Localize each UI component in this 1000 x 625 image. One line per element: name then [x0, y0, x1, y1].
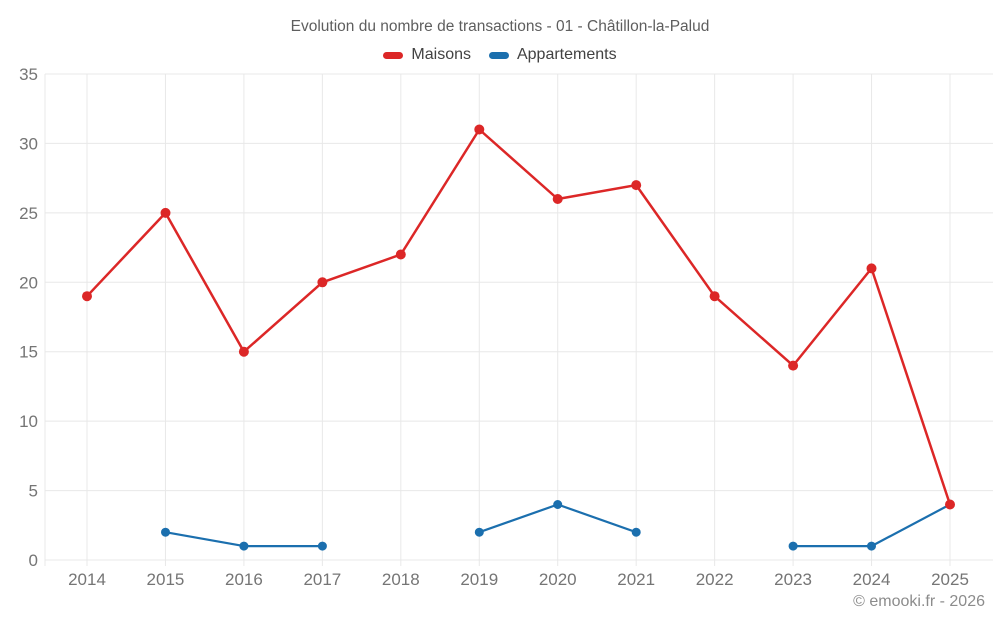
- x-axis-tick-label: 2025: [931, 570, 969, 589]
- copyright-footer: © emooki.fr - 2026: [853, 593, 985, 610]
- y-axis-tick-label: 10: [19, 412, 38, 431]
- y-axis-tick-label: 5: [29, 482, 38, 501]
- data-point-maisons[interactable]: [82, 291, 92, 302]
- y-axis-tick-label: 20: [19, 273, 38, 292]
- y-axis-tick-label: 0: [29, 551, 38, 570]
- data-point-appartements[interactable]: [553, 500, 563, 509]
- data-point-maisons[interactable]: [238, 346, 249, 357]
- chart-title: Evolution du nombre de transactions - 01…: [290, 18, 710, 35]
- x-axis-tick-label: 2024: [853, 570, 891, 589]
- x-axis-tick-label: 2016: [225, 570, 263, 589]
- data-point-maisons[interactable]: [395, 249, 406, 260]
- legend-label-appartements: Appartements: [516, 46, 617, 63]
- x-axis-tick-label: 2014: [68, 570, 106, 589]
- data-point-appartements[interactable]: [161, 527, 170, 537]
- data-point-maisons[interactable]: [474, 124, 485, 135]
- chart-legend: Maisons Appartements: [0, 46, 1000, 64]
- maisons-series-swatch-icon: [383, 51, 404, 59]
- data-point-appartements[interactable]: [474, 527, 484, 537]
- data-point-maisons[interactable]: [552, 194, 563, 204]
- x-axis-tick-label: 2020: [539, 570, 577, 589]
- x-axis-tick-label: 2022: [696, 570, 734, 589]
- series-line-maisons: [85, 128, 952, 506]
- x-axis-tick-label: 2018: [382, 570, 420, 589]
- x-axis-tick-label: 2023: [774, 570, 812, 589]
- x-axis-tick-label: 2015: [147, 570, 185, 589]
- data-point-appartements[interactable]: [631, 527, 641, 537]
- data-point-maisons[interactable]: [788, 360, 799, 371]
- y-axis-tick-label: 30: [19, 134, 38, 153]
- legend-item-maisons[interactable]: Maisons: [383, 46, 471, 64]
- data-point-appartements[interactable]: [867, 541, 876, 551]
- y-axis-tick-label: 15: [19, 343, 38, 362]
- data-point-maisons[interactable]: [631, 180, 642, 191]
- x-axis-tick-label: 2019: [460, 570, 498, 589]
- x-axis-tick-label: 2021: [617, 570, 655, 589]
- legend-item-appartements[interactable]: Appartements: [488, 46, 617, 64]
- data-point-appartements[interactable]: [317, 541, 327, 551]
- x-axis-tick-label: 2017: [303, 570, 341, 589]
- data-point-maisons[interactable]: [317, 277, 328, 288]
- data-point-maisons[interactable]: [709, 291, 720, 302]
- data-point-appartements[interactable]: [788, 541, 798, 551]
- legend-label-maisons: Maisons: [411, 46, 471, 63]
- data-point-maisons[interactable]: [945, 499, 955, 510]
- data-point-appartements[interactable]: [239, 541, 249, 551]
- appartements-series-swatch-icon: [488, 51, 509, 59]
- data-point-maisons[interactable]: [866, 263, 877, 274]
- data-point-maisons[interactable]: [160, 207, 171, 218]
- y-axis-tick-label: 25: [19, 204, 38, 223]
- y-axis-tick-label: 35: [19, 65, 38, 84]
